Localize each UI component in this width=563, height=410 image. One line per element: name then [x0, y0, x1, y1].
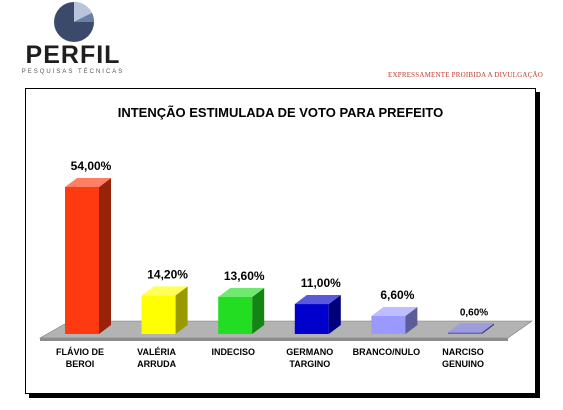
bar-1 [141, 286, 188, 334]
category-label-0: FLÁVIO DE BEROI [56, 347, 104, 369]
chart-floor-edge [40, 338, 508, 341]
bar-front-1 [141, 295, 176, 334]
logo-wordmark: PERFIL [25, 41, 121, 69]
value-label-3: 11,00% [301, 276, 341, 290]
bar-5 [448, 323, 494, 334]
bar-front-4 [371, 316, 406, 334]
company-logo: PERFIL PESQUISAS TÉCNICAS [8, 0, 138, 78]
bar-front-0 [65, 187, 99, 334]
logo-tagline: PESQUISAS TÉCNICAS [21, 69, 125, 75]
category-label-2: INDECISO [211, 347, 255, 357]
bar-front-2 [218, 296, 253, 334]
category-label-3: GERMANO TARGINO [286, 347, 333, 369]
bar-top-0 [65, 178, 111, 187]
value-label-5: 0,60% [460, 307, 488, 318]
category-label-4: BRANCO/NULO [353, 347, 421, 357]
bar-top-5 [448, 323, 494, 333]
logo-pie-icon [54, 1, 95, 42]
category-label-5: NARCISO GENUINO [442, 347, 484, 369]
value-label-1: 14,20% [147, 267, 188, 281]
bar-front-3 [294, 304, 329, 334]
bar-side-2 [252, 287, 265, 334]
value-label-4: 6,60% [380, 288, 414, 302]
bar-side-3 [328, 295, 341, 334]
chart-title: INTENÇÃO ESTIMULADA DE VOTO PARA PREFEIT… [117, 105, 444, 120]
value-label-0: 54,00% [71, 159, 112, 173]
bar-top-2 [218, 287, 265, 297]
value-label-2: 13,60% [224, 269, 265, 283]
restriction-notice: EXPRESSAMENTE PROIBIDA A DIVULGAÇÃO [388, 71, 543, 79]
bar-side-1 [175, 286, 188, 334]
bar-top-4 [371, 307, 418, 317]
bar-side-0 [99, 178, 111, 334]
bar-side-5 [482, 323, 494, 334]
bar-2 [218, 287, 265, 334]
bar-top-3 [294, 295, 341, 305]
bar-top-1 [141, 286, 188, 296]
category-label-1: VALÉRIA ARRUDA [137, 347, 176, 369]
bar-4 [371, 307, 418, 334]
bar-3 [294, 295, 341, 334]
bar-side-4 [405, 307, 418, 334]
bar-0 [65, 178, 111, 334]
bar-front-5 [448, 332, 482, 334]
